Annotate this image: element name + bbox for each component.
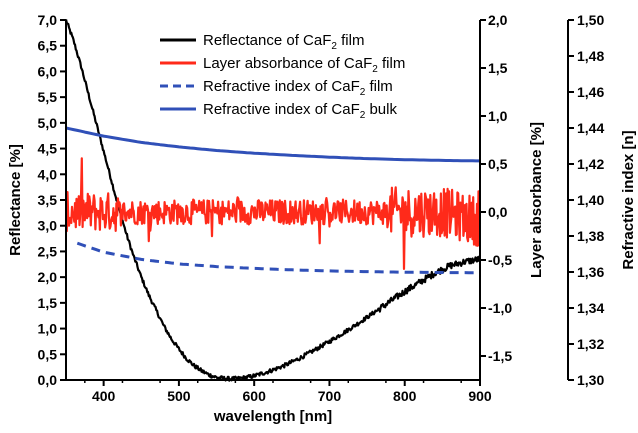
right2-tick-label: 1,48 bbox=[577, 48, 604, 64]
left-axis-title: Reflectance [%] bbox=[7, 144, 24, 256]
x-tick-label: 900 bbox=[468, 388, 492, 404]
right2-tick-label: 1,50 bbox=[577, 12, 604, 28]
right2-tick-label: 1,30 bbox=[577, 372, 604, 388]
right2-tick-label: 1,46 bbox=[577, 84, 604, 100]
x-tick-label: 700 bbox=[318, 388, 342, 404]
left-tick-label: 3,0 bbox=[38, 218, 58, 234]
x-tick-label: 800 bbox=[393, 388, 417, 404]
right-axis-1-title: Layer absorbance [%] bbox=[528, 122, 545, 278]
legend: Reflectance of CaF2 film Layer absorbance… bbox=[160, 32, 405, 121]
right1-tick-label: -0,5 bbox=[488, 252, 512, 268]
left-tick-label: 5,5 bbox=[38, 89, 58, 105]
right2-tick-label: 1,40 bbox=[577, 192, 604, 208]
x-tick-label: 600 bbox=[243, 388, 267, 404]
x-tick-label: 500 bbox=[167, 388, 191, 404]
right2-tick-label: 1,42 bbox=[577, 156, 604, 172]
legend-entry-label: Refractive index of CaF2 film bbox=[203, 78, 393, 98]
right1-tick-label: -1,0 bbox=[488, 300, 512, 316]
series-line-4 bbox=[66, 126, 480, 163]
right2-tick-label: 1,36 bbox=[577, 264, 604, 280]
right1-tick-label: -1,5 bbox=[488, 348, 512, 364]
left-tick-label: 3,5 bbox=[38, 192, 58, 208]
left-tick-label: 0,0 bbox=[38, 372, 58, 388]
right2-tick-label: 1,32 bbox=[577, 336, 604, 352]
left-tick-label: 1,0 bbox=[38, 321, 58, 337]
series-line-2 bbox=[66, 157, 480, 270]
right1-tick-label: 2,0 bbox=[488, 12, 508, 28]
legend-entry-label: Layer absorbance of CaF2 film bbox=[203, 55, 405, 75]
right-axis-2-title: Refractive index [n] bbox=[620, 130, 637, 269]
left-tick-label: 4,0 bbox=[38, 166, 58, 182]
left-tick-label: 5,0 bbox=[38, 115, 58, 131]
right1-tick-label: 0,5 bbox=[488, 156, 508, 172]
left-tick-label: 0,5 bbox=[38, 346, 58, 362]
left-tick-label: 4,5 bbox=[38, 141, 58, 157]
left-tick-label: 6,5 bbox=[38, 38, 58, 54]
right1-tick-label: 1,0 bbox=[488, 108, 508, 124]
series-line-3 bbox=[76, 241, 480, 275]
legend-entry-label: Reflectance of CaF2 film bbox=[203, 32, 364, 52]
x-tick-label: 400 bbox=[92, 388, 116, 404]
left-tick-label: 1,5 bbox=[38, 295, 58, 311]
right1-tick-label: 1,5 bbox=[488, 60, 508, 76]
right2-tick-label: 1,34 bbox=[577, 300, 604, 316]
legend-entry-label: Refractive index of CaF2 bulk bbox=[203, 101, 397, 121]
x-axis-title: wavelength [nm] bbox=[213, 408, 332, 425]
left-tick-label: 2,0 bbox=[38, 269, 58, 285]
right1-tick-label: 0,0 bbox=[488, 204, 508, 220]
left-tick-label: 2,5 bbox=[38, 243, 58, 259]
left-tick-label: 7,0 bbox=[38, 12, 58, 28]
right2-tick-label: 1,38 bbox=[577, 228, 604, 244]
right2-tick-label: 1,44 bbox=[577, 120, 604, 136]
left-tick-label: 6,0 bbox=[38, 63, 58, 79]
series-line-1 bbox=[66, 19, 480, 382]
